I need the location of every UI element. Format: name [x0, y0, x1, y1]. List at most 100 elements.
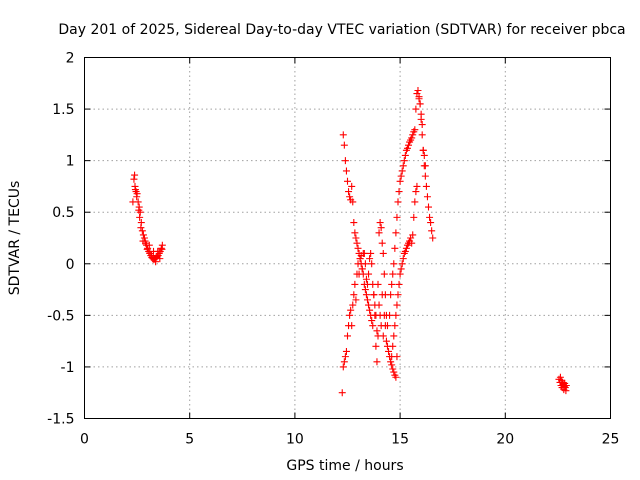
data-point — [417, 110, 425, 118]
data-point — [360, 249, 368, 257]
data-point — [341, 353, 349, 361]
data-point — [368, 317, 376, 325]
data-point — [392, 229, 400, 237]
data-point — [427, 219, 435, 227]
data-point — [395, 280, 403, 288]
data-point — [398, 167, 406, 175]
x-tick-label: 20 — [496, 432, 514, 448]
data-point — [137, 224, 145, 232]
data-point — [376, 219, 384, 227]
data-point — [414, 87, 422, 95]
data-point — [365, 301, 373, 309]
data-point — [351, 280, 359, 288]
data-point — [154, 247, 162, 255]
data-point — [138, 227, 146, 235]
data-point — [348, 322, 356, 330]
data-point — [394, 198, 402, 206]
data-point — [400, 157, 408, 165]
data-point — [339, 363, 347, 371]
data-point — [349, 301, 357, 309]
data-point — [346, 311, 354, 319]
data-point — [338, 389, 346, 397]
data-point — [352, 234, 360, 242]
data-point — [374, 280, 382, 288]
series-arc-1 — [129, 171, 166, 266]
data-point — [354, 244, 362, 252]
data-point — [412, 188, 420, 196]
data-point — [388, 361, 396, 369]
y-tick-label: 0 — [66, 257, 75, 273]
data-point — [394, 291, 402, 299]
data-point — [418, 121, 426, 129]
data-point — [388, 353, 396, 361]
data-point — [405, 141, 413, 149]
data-point — [399, 162, 407, 170]
data-point — [373, 358, 381, 366]
data-point — [139, 231, 147, 239]
data-point — [370, 291, 378, 299]
data-point — [556, 373, 564, 381]
data-point — [354, 260, 362, 268]
data-point — [131, 171, 139, 179]
data-point — [363, 296, 371, 304]
data-point — [130, 175, 138, 183]
data-point — [345, 188, 353, 196]
data-point — [352, 296, 360, 304]
data-point — [398, 260, 406, 268]
data-point — [386, 311, 394, 319]
plot-frame — [84, 57, 611, 419]
data-point — [393, 301, 401, 309]
data-point — [340, 358, 348, 366]
data-point — [145, 241, 153, 249]
data-point — [356, 255, 364, 263]
data-point — [346, 193, 354, 201]
data-point — [425, 203, 433, 211]
data-point — [152, 258, 160, 266]
data-point — [392, 373, 400, 381]
data-point — [379, 249, 387, 257]
data-point — [365, 270, 373, 278]
data-point — [421, 172, 429, 180]
data-point — [350, 219, 358, 227]
data-point — [428, 227, 436, 235]
data-point — [377, 224, 385, 232]
data-point — [411, 198, 419, 206]
y-tick-label: 1 — [66, 154, 75, 170]
data-point — [158, 245, 166, 253]
data-point — [358, 265, 366, 273]
data-point — [361, 286, 369, 294]
data-point — [136, 213, 144, 221]
data-point — [390, 260, 398, 268]
data-point — [141, 237, 149, 245]
data-point — [393, 213, 401, 221]
x-tick-label: 15 — [391, 432, 409, 448]
y-tick-label: -1.5 — [47, 412, 74, 428]
data-point — [340, 141, 348, 149]
data-point — [385, 347, 393, 355]
data-point — [389, 365, 397, 373]
data-point — [157, 244, 165, 252]
data-point — [397, 172, 405, 180]
data-point — [353, 239, 361, 247]
data-point — [133, 193, 141, 201]
data-point — [351, 229, 359, 237]
data-point — [391, 322, 399, 330]
data-point — [361, 260, 369, 268]
x-tick-label: 0 — [80, 432, 89, 448]
data-point — [156, 255, 164, 263]
data-point — [387, 358, 395, 366]
tick-labels: 0 5 10 15 20 25 -1.5 -1 -0.5 0 0.5 1 1.5 2 — [47, 51, 619, 448]
data-point — [413, 182, 421, 190]
data-point — [409, 231, 417, 239]
data-point — [347, 306, 355, 314]
data-point — [426, 213, 434, 221]
series-arc-4 — [555, 373, 570, 395]
y-tick-label: 1.5 — [52, 102, 74, 118]
data-point — [411, 126, 419, 134]
x-tick-label: 10 — [286, 432, 304, 448]
data-point — [367, 249, 375, 257]
data-point — [362, 275, 370, 283]
y-tick-label: -0.5 — [47, 308, 74, 324]
y-tick-label: 2 — [66, 51, 75, 67]
